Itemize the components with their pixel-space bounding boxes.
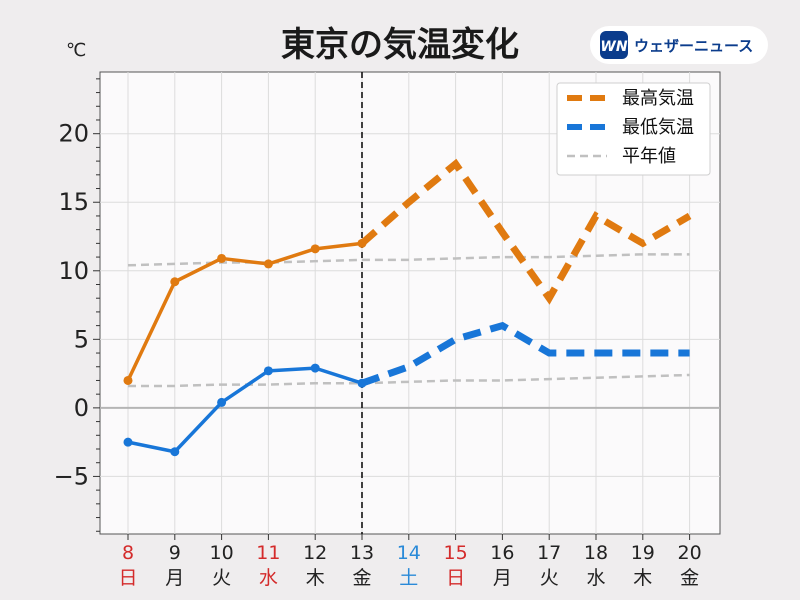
series-point-min (263, 366, 273, 376)
x-tick-day: 20 (678, 542, 702, 564)
y-tick-label: 0 (74, 394, 89, 422)
logo-name: ウェザーニュース (634, 37, 753, 55)
series-line-min-forecast (360, 321, 690, 387)
y-unit-label: ℃ (66, 40, 86, 61)
x-tick-weekday: 日 (118, 567, 137, 589)
series-point-max (310, 244, 320, 254)
x-tick-day: 17 (537, 542, 561, 564)
y-tick-label: 5 (74, 325, 89, 353)
x-tick-day: 15 (444, 542, 468, 564)
series-point-max (263, 259, 273, 269)
series-line-min-observed (127, 366, 363, 454)
x-tick-day: 19 (631, 542, 655, 564)
x-tick-day: 11 (256, 542, 280, 564)
x-tick-weekday: 水 (259, 567, 278, 589)
x-tick-weekday: 金 (352, 567, 371, 589)
legend-label-min: 最低気温 (622, 117, 694, 138)
x-axis: 8 日 9 月 10 火 11 水 12 木 13 金 14 土 15 日 16 月 17 火 18 水 19 木 20 金 (118, 534, 702, 589)
series-line-normal (128, 373, 690, 388)
x-tick-day: 10 (210, 542, 234, 564)
series-point-min (357, 378, 367, 388)
x-tick-day: 9 (169, 542, 181, 564)
series-line-max-observed (126, 241, 363, 382)
series-point-min (170, 447, 180, 457)
x-tick-weekday: 水 (586, 567, 605, 589)
series-point-max (357, 238, 367, 248)
brand-logo: WN ウェザーニュース (590, 26, 768, 64)
legend-label-max: 最高気温 (622, 88, 694, 109)
legend-box (556, 82, 711, 176)
series-point-min (310, 363, 320, 373)
series-point-max (170, 277, 180, 287)
x-tick-weekday: 火 (540, 567, 559, 589)
x-tick-weekday: 土 (399, 567, 418, 589)
series (123, 158, 692, 457)
x-tick-day: 8 (122, 542, 134, 564)
x-tick-day: 18 (584, 542, 608, 564)
y-axis: 20 15 10 5 0 −5 (54, 78, 100, 532)
series-point-min (123, 437, 133, 447)
y-tick-label: 15 (58, 188, 89, 216)
series-line-max-forecast (359, 158, 692, 305)
x-tick-day: 16 (490, 542, 514, 564)
logo-pill (590, 26, 768, 64)
x-tick-day: 14 (397, 542, 421, 564)
y-tick-label: 20 (58, 120, 89, 148)
series-point-max (123, 375, 133, 385)
x-tick-day: 13 (350, 542, 374, 564)
x-tick-weekday: 月 (493, 567, 512, 589)
x-tick-weekday: 木 (306, 567, 325, 589)
chart-title: 東京の気温変化 (281, 25, 519, 65)
x-tick-weekday: 月 (165, 567, 184, 589)
y-tick-label: 10 (58, 257, 89, 285)
x-tick-day: 12 (303, 542, 327, 564)
series-point-min (217, 397, 227, 407)
x-tick-weekday: 金 (680, 567, 699, 589)
logo-mark: WN (600, 39, 627, 55)
x-tick-weekday: 火 (212, 567, 231, 589)
y-tick-label: −5 (54, 462, 89, 490)
x-tick-weekday: 日 (446, 567, 465, 589)
legend-label-normal: 平年値 (622, 146, 676, 167)
series-point-max (217, 253, 227, 263)
logo-mark-bg (600, 31, 628, 59)
legend: 最高気温 最低気温 平年値 (556, 82, 711, 176)
x-tick-weekday: 木 (633, 567, 652, 589)
